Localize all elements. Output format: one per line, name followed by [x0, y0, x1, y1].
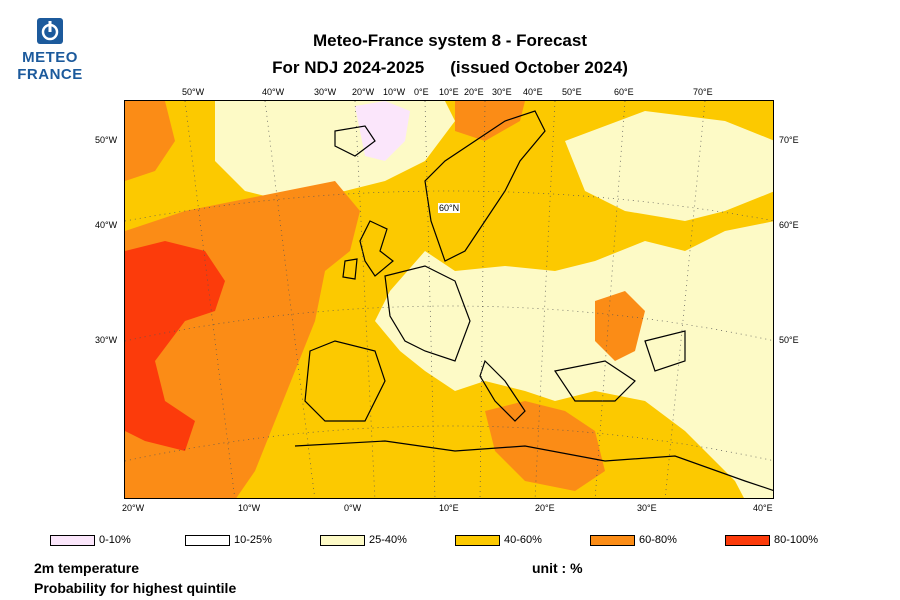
bottom-tick-label: 40°E	[753, 503, 773, 513]
top-tick-label: 50°W	[182, 87, 205, 97]
logo-text-line1: METEO	[22, 49, 78, 66]
top-tick-label: 60°E	[614, 87, 634, 97]
top-tick-label: 10°W	[383, 87, 406, 97]
map-canvas	[125, 101, 773, 498]
bottom-tick-label: 10°W	[238, 503, 261, 513]
region-60-80-nw	[125, 101, 175, 181]
meteo-france-emblem-icon	[37, 18, 63, 44]
issue-date: (issued October 2024)	[450, 58, 628, 77]
region-60-80-ne	[455, 101, 525, 141]
legend-swatch	[185, 535, 230, 546]
top-tick-label: 40°E	[523, 87, 543, 97]
forecast-period-line: For NDJ 2024-2025 (issued October 2024)	[200, 58, 700, 78]
bottom-tick-label: 20°E	[535, 503, 555, 513]
legend-label: 0-10%	[99, 534, 131, 546]
top-tick-label: 0°E	[414, 87, 429, 97]
bottom-tick-label: 30°E	[637, 503, 657, 513]
latitude-inner-label: 60°N	[438, 203, 461, 213]
logo-text-line2: FRANCE	[17, 66, 83, 83]
legend-label: 60-80%	[639, 534, 677, 546]
region-60-80-med	[485, 401, 605, 491]
meteo-france-logo: METEO FRANCE	[14, 16, 86, 84]
top-tick-label: 30°W	[314, 87, 337, 97]
right-tick-label: 70°E	[779, 135, 799, 145]
variable-description: Probability for highest quintile	[34, 580, 237, 596]
top-tick-label: 40°W	[262, 87, 285, 97]
left-tick-label: 40°W	[95, 220, 118, 230]
top-tick-label: 30°E	[492, 87, 512, 97]
region-60-80-east	[595, 291, 645, 361]
coastlines	[294, 110, 773, 491]
region-80-100	[125, 241, 225, 451]
legend-swatch	[590, 535, 635, 546]
region-scandinavia-25-40	[565, 111, 773, 221]
unit-label: unit : %	[532, 560, 583, 576]
legend-label: 80-100%	[774, 534, 819, 546]
legend-label: 40-60%	[504, 534, 542, 546]
variable-name: 2m temperature	[34, 560, 140, 576]
bottom-tick-label: 10°E	[439, 503, 459, 513]
top-tick-label: 10°E	[439, 87, 459, 97]
legend-swatch	[50, 535, 95, 546]
left-tick-label: 30°W	[95, 335, 118, 345]
legend-swatch	[725, 535, 770, 546]
right-tick-label: 50°E	[779, 335, 799, 345]
legend-swatch	[455, 535, 500, 546]
top-tick-label: 20°E	[464, 87, 484, 97]
top-tick-label: 20°W	[352, 87, 375, 97]
top-tick-label: 50°E	[562, 87, 582, 97]
bottom-tick-label: 0°W	[344, 503, 362, 513]
region-land-25-40	[375, 221, 773, 498]
legend-swatch	[320, 535, 365, 546]
legend-label: 25-40%	[369, 534, 407, 546]
bottom-tick-label: 20°W	[122, 503, 145, 513]
forecast-period: For NDJ 2024-2025	[272, 58, 425, 77]
right-tick-label: 60°E	[779, 220, 799, 230]
top-tick-label: 70°E	[693, 87, 713, 97]
left-tick-label: 50°W	[95, 135, 118, 145]
page-title: Meteo-France system 8 - Forecast	[313, 31, 587, 50]
legend-label: 10-25%	[234, 534, 272, 546]
graticule	[125, 101, 773, 498]
probability-map: 60°N	[124, 100, 774, 499]
